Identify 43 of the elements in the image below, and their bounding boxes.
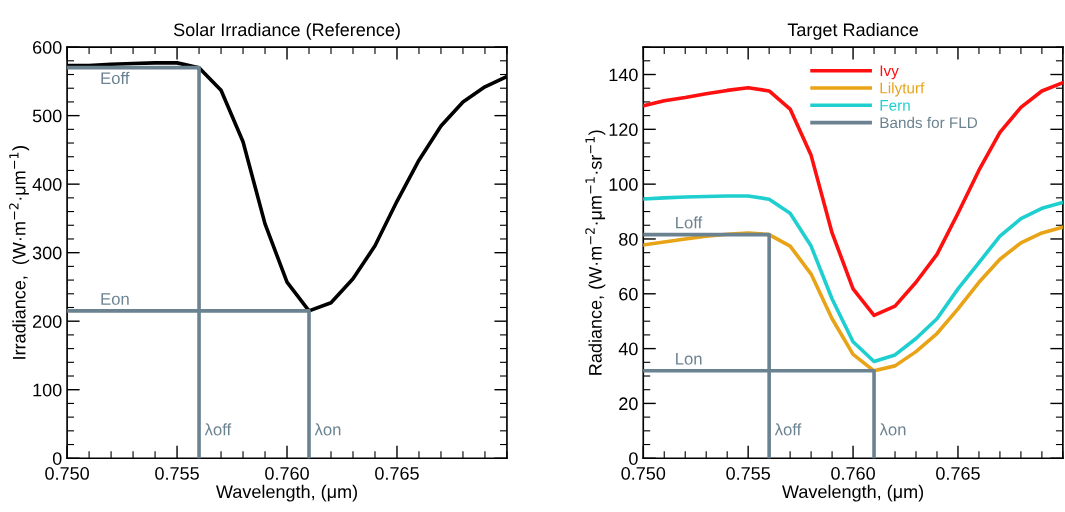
y-tick-label: 600	[33, 41, 62, 54]
annotation: λoff	[774, 423, 802, 436]
legend-label: Fern	[880, 100, 910, 111]
legend-label: Ivy	[880, 65, 899, 80]
y-tick-label: 0	[52, 452, 62, 465]
x-tick-label: 0.755	[726, 467, 770, 480]
chart-title: Solar Irradiance (Reference)	[173, 22, 400, 40]
y-tick-label: 500	[32, 109, 62, 123]
y-tick-label: 80	[619, 232, 638, 246]
y-tick-label: 20	[619, 397, 638, 411]
y-tick-label: 120	[609, 123, 638, 137]
legend-label: Bands for FLD	[880, 116, 978, 129]
x-tick-label: 0.755	[155, 467, 199, 480]
x-tick-label: 0.765	[936, 467, 980, 480]
line-series	[643, 80, 1063, 318]
y-axis-title: Irradiance, (W·m$^{−2}$·μm$^{−1}$)	[9, 146, 30, 359]
y-tick-label: 40	[618, 342, 638, 356]
annotation: λon	[879, 423, 906, 436]
x-tick-label: 0.765	[375, 467, 419, 480]
y-tick-label: 140	[609, 68, 638, 82]
y-tick-label: 100	[609, 178, 638, 191]
x-tick-label: 0.760	[831, 467, 875, 480]
x-tick-label: 0.750	[621, 467, 666, 480]
y-tick-label: 200	[33, 315, 62, 328]
y-tick-label: 100	[33, 383, 62, 397]
y-axis-title: Radiance, (W·m$^{−2}$·μm$^{−1}$·sr$^{−1}$)	[585, 130, 606, 375]
x-axis-title: Wavelength, (μm)	[216, 484, 357, 502]
y-tick-label: 60	[619, 287, 638, 301]
y-tick-label: 300	[32, 246, 62, 260]
x-tick-label: 0.750	[45, 467, 89, 480]
line-series	[643, 194, 1063, 364]
annotation: λoff	[204, 423, 232, 436]
annotation: Loff	[676, 216, 703, 229]
y-tick-label: 400	[32, 178, 62, 191]
annotation: Lon	[676, 353, 702, 365]
annotation: Eoff	[101, 71, 130, 85]
annotation: Eon	[101, 293, 129, 305]
chart-title: Target Radiance	[787, 22, 919, 40]
x-axis-title: Wavelength, (μm)	[782, 484, 924, 502]
y-tick-label: 0	[629, 452, 638, 465]
x-tick-label: 0.760	[265, 467, 309, 480]
annotation: λon	[314, 423, 341, 436]
legend-label: Lilyturf	[880, 82, 925, 97]
